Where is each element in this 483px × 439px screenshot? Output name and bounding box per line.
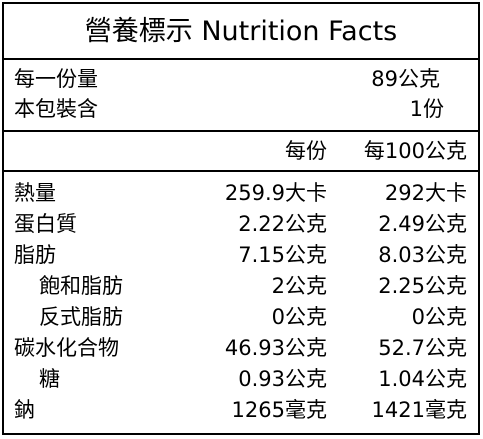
nutrient-name: 蛋白質 (14, 212, 77, 236)
nutrient-per-serving: 0公克 (271, 305, 327, 329)
nutrient-name: 熱量 (14, 181, 56, 205)
nutrient-per-100g: 1421毫克 (371, 398, 467, 422)
label-title: 營養標示 Nutrition Facts (4, 4, 478, 60)
nutrient-per-100g: 8.03公克 (378, 243, 467, 267)
nutrient-per-serving: 7.15公克 (238, 243, 327, 267)
nutrition-facts-label: 營養標示 Nutrition Facts 每一份量 89公克 本包裝含 1份 每… (2, 2, 480, 435)
nutrient-name: 飽和脂肪 (39, 274, 123, 298)
nutrient-row-trans-fat: 反式脂肪 0公克 0公克 (4, 302, 478, 333)
per-100g-header: 每100公克 (363, 139, 467, 163)
nutrient-name: 反式脂肪 (39, 305, 123, 329)
nutrient-per-100g: 52.7公克 (378, 336, 467, 360)
nutrient-per-serving: 2公克 (271, 274, 327, 298)
nutrient-per-100g: 2.49公克 (378, 212, 467, 236)
nutrient-row-protein: 蛋白質 2.22公克 2.49公克 (4, 209, 478, 240)
nutrient-row-energy: 熱量 259.9大卡 292大卡 (4, 178, 478, 209)
nutrient-row-saturated-fat: 飽和脂肪 2公克 2.25公克 (4, 271, 478, 302)
nutrient-name: 脂肪 (14, 243, 56, 267)
nutrient-per-serving: 1265毫克 (231, 398, 327, 422)
nutrient-table: 熱量 259.9大卡 292大卡 蛋白質 2.22公克 2.49公克 脂肪 7.… (4, 172, 478, 433)
nutrient-name: 鈉 (14, 398, 35, 422)
serving-size-row: 每一份量 89公克 (4, 64, 478, 95)
nutrient-row-sugar: 糖 0.93公克 1.04公克 (4, 364, 478, 395)
nutrient-per-100g: 292大卡 (384, 181, 467, 205)
servings-per-package-row: 本包裝含 1份 (4, 94, 478, 125)
per-serving-header: 每份 (285, 139, 327, 163)
nutrient-name: 糖 (39, 367, 60, 391)
serving-info: 每一份量 89公克 本包裝含 1份 (4, 60, 478, 132)
nutrient-per-serving: 0.93公克 (238, 367, 327, 391)
serving-size-value: 89公克 (371, 67, 440, 91)
nutrient-per-100g: 1.04公克 (378, 367, 467, 391)
nutrient-row-sodium: 鈉 1265毫克 1421毫克 (4, 395, 478, 426)
servings-per-package-value: 1份 (409, 97, 444, 121)
nutrient-per-serving: 2.22公克 (238, 212, 327, 236)
nutrient-per-serving: 46.93公克 (224, 336, 327, 360)
nutrient-name: 碳水化合物 (14, 336, 119, 360)
nutrient-row-carbohydrate: 碳水化合物 46.93公克 52.7公克 (4, 333, 478, 364)
nutrient-per-100g: 0公克 (411, 305, 467, 329)
servings-per-package-label: 本包裝含 (14, 97, 98, 121)
column-header-row: 每份 每100公克 (4, 132, 478, 172)
nutrient-per-100g: 2.25公克 (378, 274, 467, 298)
nutrient-row-fat: 脂肪 7.15公克 8.03公克 (4, 240, 478, 271)
serving-size-label: 每一份量 (14, 67, 98, 91)
nutrient-per-serving: 259.9大卡 (224, 181, 327, 205)
